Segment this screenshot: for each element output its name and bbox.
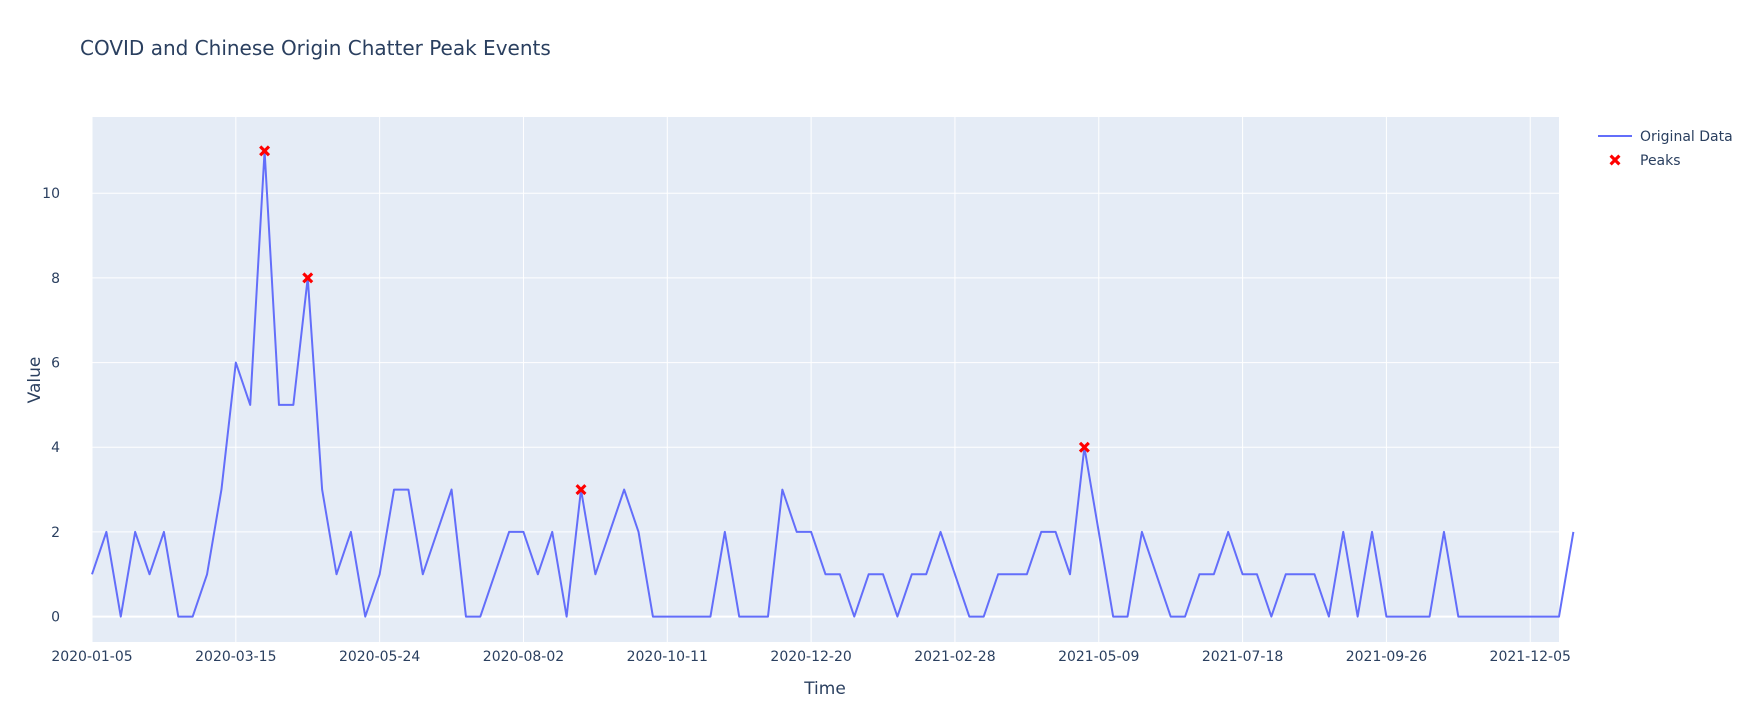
- legend-label-peaks: Peaks: [1640, 153, 1681, 169]
- y-tick-label: 6: [51, 356, 60, 372]
- series-peaks: [259, 145, 1090, 496]
- x-tick-label: 2020-01-05: [51, 649, 132, 665]
- x-tick-label: 2021-12-05: [1490, 649, 1571, 665]
- x-tick-label: 2020-03-15: [195, 649, 276, 665]
- y-tick-label: 4: [51, 440, 60, 456]
- x-tick-label: 2021-07-18: [1202, 649, 1283, 665]
- x-tick-labels: 2020-01-05 2020-03-15 2020-05-24 2020-08-02…: [51, 649, 1571, 665]
- y-tick-label: 2: [51, 525, 60, 541]
- y-tick-label: 10: [42, 186, 60, 202]
- series-original-data: [91, 149, 1575, 618]
- peak-marker: [575, 484, 587, 496]
- x-axis-title: Time: [803, 679, 846, 699]
- peak-marker: [259, 145, 271, 157]
- legend-peaks-swatch: [1609, 154, 1621, 166]
- legend-label-original-data: Original Data: [1640, 129, 1733, 145]
- x-tick-label: 2020-08-02: [483, 649, 564, 665]
- y-axis-title: Value: [25, 357, 45, 404]
- x-tick-label: 2021-02-28: [914, 649, 995, 665]
- peak-marker: [1078, 441, 1090, 453]
- x-gridlines: [91, 117, 1531, 642]
- x-tick-label: 2020-05-24: [339, 649, 420, 665]
- x-tick-label: 2020-10-11: [627, 649, 708, 665]
- y-tick-label: 8: [51, 271, 60, 287]
- peak-marker: [302, 272, 314, 284]
- y-tick-labels: 0 2 4 6 8 10: [42, 186, 60, 625]
- chart-title: COVID and Chinese Origin Chatter Peak Ev…: [80, 36, 551, 60]
- plot-area: [92, 117, 1559, 642]
- legend[interactable]: Original Data Peaks: [1598, 129, 1733, 169]
- y-gridlines: [92, 192, 1559, 533]
- line-original-data: [91, 149, 1575, 618]
- y-tick-label: 0: [51, 610, 60, 626]
- x-tick-label: 2021-09-26: [1346, 649, 1427, 665]
- x-tick-label: 2020-12-20: [770, 649, 851, 665]
- x-tick-label: 2021-05-09: [1058, 649, 1139, 665]
